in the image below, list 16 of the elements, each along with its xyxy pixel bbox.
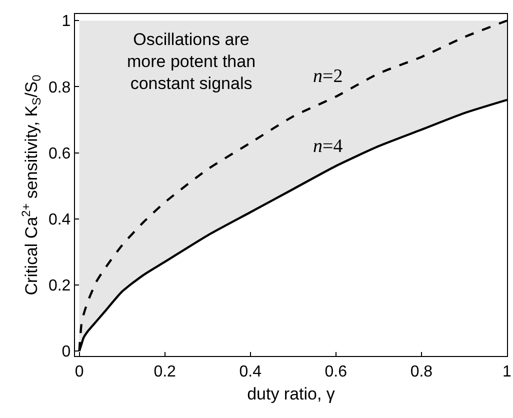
- x-tick-label: 0: [74, 363, 84, 380]
- y-tick-label: 1: [62, 13, 71, 30]
- x-tick-label: 0.2: [154, 363, 176, 380]
- series-label: n=4: [313, 136, 344, 157]
- x-tick-label: 0.6: [324, 363, 348, 380]
- y-tick-label: 0: [62, 344, 71, 361]
- y-tick-label: 0.2: [48, 278, 71, 295]
- x-tick-label: 0.4: [239, 363, 262, 380]
- x-tick-label: 0.8: [410, 363, 433, 380]
- x-tick-label: 1: [502, 363, 512, 380]
- y-tick-label: 0.4: [48, 211, 71, 228]
- y-tick-label: 0.6: [48, 145, 71, 162]
- annotation: Oscillations are more potent than constant signals: [127, 30, 256, 94]
- x-axis-title: duty ratio, γ: [247, 384, 336, 404]
- series-label: n=2: [313, 66, 343, 87]
- y-tick-label: 0.8: [48, 79, 71, 96]
